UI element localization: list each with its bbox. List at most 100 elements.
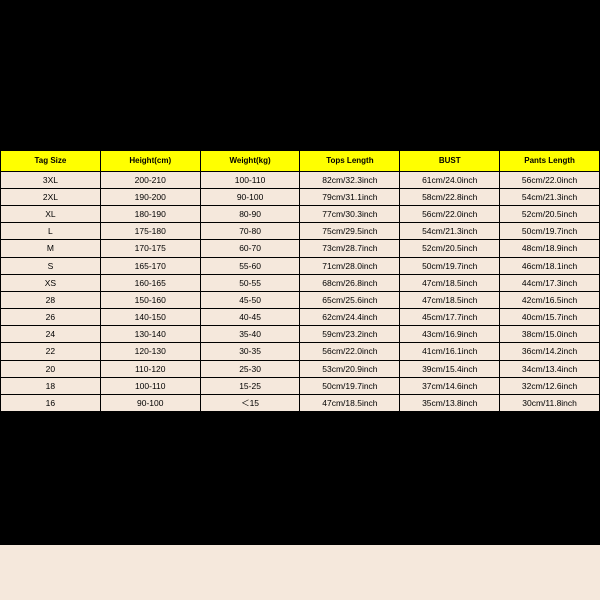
table-cell: 36cm/14.2inch: [500, 343, 600, 360]
table-cell: 175-180: [100, 223, 200, 240]
table-cell: 20: [1, 360, 101, 377]
table-cell: 55-60: [200, 257, 300, 274]
table-cell: 52cm/20.5inch: [500, 205, 600, 222]
table-cell: 24: [1, 326, 101, 343]
table-cell: 50cm/19.7inch: [400, 257, 500, 274]
table-row: 18100-11015-2550cm/19.7inch37cm/14.6inch…: [1, 377, 600, 394]
col-header-weight: Weight(kg): [200, 151, 300, 172]
bottom-cream-region: [0, 545, 600, 600]
table-cell: 70-80: [200, 223, 300, 240]
table-cell: 52cm/20.5inch: [400, 240, 500, 257]
table-cell: 47cm/18.5inch: [300, 395, 400, 412]
table-cell: 44cm/17.3inch: [500, 274, 600, 291]
table-cell: 39cm/15.4inch: [400, 360, 500, 377]
table-cell: XL: [1, 205, 101, 222]
size-chart-table: Tag Size Height(cm) Weight(kg) Tops Leng…: [0, 150, 600, 412]
table-cell: 79cm/31.1inch: [300, 188, 400, 205]
col-header-tops-length: Tops Length: [300, 151, 400, 172]
table-cell: XS: [1, 274, 101, 291]
table-row: 2XL190-20090-10079cm/31.1inch58cm/22.8in…: [1, 188, 600, 205]
table-cell: 38cm/15.0inch: [500, 326, 600, 343]
table-cell: 30-35: [200, 343, 300, 360]
col-header-pants-length: Pants Length: [500, 151, 600, 172]
table-cell: 41cm/16.1inch: [400, 343, 500, 360]
table-cell: 32cm/12.6inch: [500, 377, 600, 394]
table-cell: 22: [1, 343, 101, 360]
table-cell: 26: [1, 309, 101, 326]
size-chart-container: Tag Size Height(cm) Weight(kg) Tops Leng…: [0, 150, 600, 412]
table-cell: 35cm/13.8inch: [400, 395, 500, 412]
table-cell: S: [1, 257, 101, 274]
table-cell: 150-160: [100, 291, 200, 308]
table-body: 3XL200-210100-11082cm/32.3inch61cm/24.0i…: [1, 171, 600, 412]
table-cell: 58cm/22.8inch: [400, 188, 500, 205]
table-cell: 130-140: [100, 326, 200, 343]
table-cell: 54cm/21.3inch: [400, 223, 500, 240]
table-cell: 65cm/25.6inch: [300, 291, 400, 308]
table-cell: M: [1, 240, 101, 257]
table-cell: 100-110: [100, 377, 200, 394]
col-header-height: Height(cm): [100, 151, 200, 172]
table-cell: 34cm/13.4inch: [500, 360, 600, 377]
table-cell: 200-210: [100, 171, 200, 188]
table-cell: 80-90: [200, 205, 300, 222]
table-cell: 90-100: [200, 188, 300, 205]
table-cell: 190-200: [100, 188, 200, 205]
table-cell: 120-130: [100, 343, 200, 360]
table-cell: 140-150: [100, 309, 200, 326]
table-cell: 47cm/18.5inch: [400, 274, 500, 291]
table-row: S165-17055-6071cm/28.0inch50cm/19.7inch4…: [1, 257, 600, 274]
table-cell: 160-165: [100, 274, 200, 291]
table-row: 20110-12025-3053cm/20.9inch39cm/15.4inch…: [1, 360, 600, 377]
table-cell: 2XL: [1, 188, 101, 205]
bottom-black-region: [0, 412, 600, 545]
table-cell: 53cm/20.9inch: [300, 360, 400, 377]
table-row: 28150-16045-5065cm/25.6inch47cm/18.5inch…: [1, 291, 600, 308]
table-cell: 50cm/19.7inch: [300, 377, 400, 394]
table-row: 22120-13030-3556cm/22.0inch41cm/16.1inch…: [1, 343, 600, 360]
table-cell: 40cm/15.7inch: [500, 309, 600, 326]
table-cell: 180-190: [100, 205, 200, 222]
table-cell: 60-70: [200, 240, 300, 257]
table-cell: 54cm/21.3inch: [500, 188, 600, 205]
table-cell: 50cm/19.7inch: [500, 223, 600, 240]
table-cell: 82cm/32.3inch: [300, 171, 400, 188]
table-cell: 47cm/18.5inch: [400, 291, 500, 308]
table-cell: 48cm/18.9inch: [500, 240, 600, 257]
table-cell: 16: [1, 395, 101, 412]
table-cell: 170-175: [100, 240, 200, 257]
table-cell: 25-30: [200, 360, 300, 377]
table-cell: 3XL: [1, 171, 101, 188]
table-cell: 30cm/11.8inch: [500, 395, 600, 412]
table-cell: 37cm/14.6inch: [400, 377, 500, 394]
table-cell: 56cm/22.0inch: [500, 171, 600, 188]
table-cell: ＜15: [200, 395, 300, 412]
table-cell: 100-110: [200, 171, 300, 188]
table-row: XS160-16550-5568cm/26.8inch47cm/18.5inch…: [1, 274, 600, 291]
table-cell: 73cm/28.7inch: [300, 240, 400, 257]
table-cell: 18: [1, 377, 101, 394]
table-row: 26140-15040-4562cm/24.4inch45cm/17.7inch…: [1, 309, 600, 326]
col-header-tag-size: Tag Size: [1, 151, 101, 172]
table-cell: 56cm/22.0inch: [300, 343, 400, 360]
table-row: 3XL200-210100-11082cm/32.3inch61cm/24.0i…: [1, 171, 600, 188]
table-cell: 45cm/17.7inch: [400, 309, 500, 326]
table-cell: 50-55: [200, 274, 300, 291]
header-row: Tag Size Height(cm) Weight(kg) Tops Leng…: [1, 151, 600, 172]
table-row: M170-17560-7073cm/28.7inch52cm/20.5inch4…: [1, 240, 600, 257]
table-cell: 77cm/30.3inch: [300, 205, 400, 222]
table-cell: 15-25: [200, 377, 300, 394]
table-cell: 28: [1, 291, 101, 308]
table-row: XL180-19080-9077cm/30.3inch56cm/22.0inch…: [1, 205, 600, 222]
table-cell: 90-100: [100, 395, 200, 412]
table-cell: 46cm/18.1inch: [500, 257, 600, 274]
table-cell: 59cm/23.2inch: [300, 326, 400, 343]
table-cell: 110-120: [100, 360, 200, 377]
table-row: 1690-100＜1547cm/18.5inch35cm/13.8inch30c…: [1, 395, 600, 412]
table-row: L175-18070-8075cm/29.5inch54cm/21.3inch5…: [1, 223, 600, 240]
top-black-region: [0, 0, 600, 150]
table-cell: 71cm/28.0inch: [300, 257, 400, 274]
table-cell: 45-50: [200, 291, 300, 308]
table-row: 24130-14035-4059cm/23.2inch43cm/16.9inch…: [1, 326, 600, 343]
table-cell: 61cm/24.0inch: [400, 171, 500, 188]
